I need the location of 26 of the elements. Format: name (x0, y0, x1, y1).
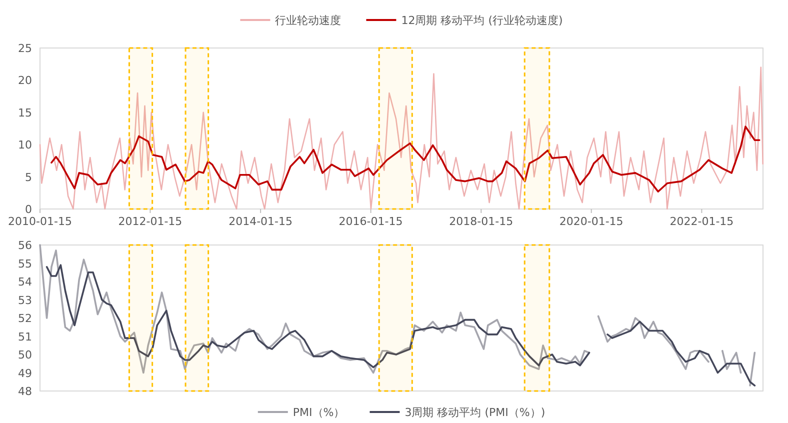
x-tick-label: 2010-01-15 (8, 215, 72, 228)
x-tick-label: 2020-01-15 (559, 215, 624, 228)
y-tick-label: 55 (18, 257, 32, 270)
legend-label: PMI（%） (292, 406, 345, 419)
x-tick-label: 2012-01-15 (118, 215, 182, 228)
y-tick-label: 54 (18, 276, 32, 288)
legend-label: 行业轮动速度 (275, 14, 342, 27)
x-tick-label: 2014-01-15 (228, 215, 293, 228)
y-tick-label: 5 (25, 170, 32, 184)
y-tick-label: 49 (18, 366, 32, 380)
y-tick-label: 10 (18, 138, 32, 152)
y-tick-label: 53 (18, 294, 32, 307)
y-tick-label: 0 (25, 203, 32, 216)
y-tick-label: 48 (18, 385, 32, 398)
y-tick-label: 56 (18, 239, 32, 252)
y-tick-label: 25 (18, 42, 32, 55)
y-tick-label: 52 (18, 312, 32, 325)
y-tick-label: 20 (18, 74, 32, 88)
x-tick-label: 2022-01-15 (670, 215, 734, 228)
y-tick-label: 15 (18, 106, 32, 120)
x-tick-label: 2018-01-15 (449, 215, 514, 228)
legend-label: 3周期 移动平均 (PMI（%）) (404, 406, 546, 419)
x-tick-label: 2016-01-15 (338, 215, 403, 228)
legend-label: 12周期 移动平均 (行业轮动速度) (401, 14, 563, 27)
y-tick-label: 50 (18, 348, 32, 362)
y-tick-label: 51 (18, 330, 32, 344)
